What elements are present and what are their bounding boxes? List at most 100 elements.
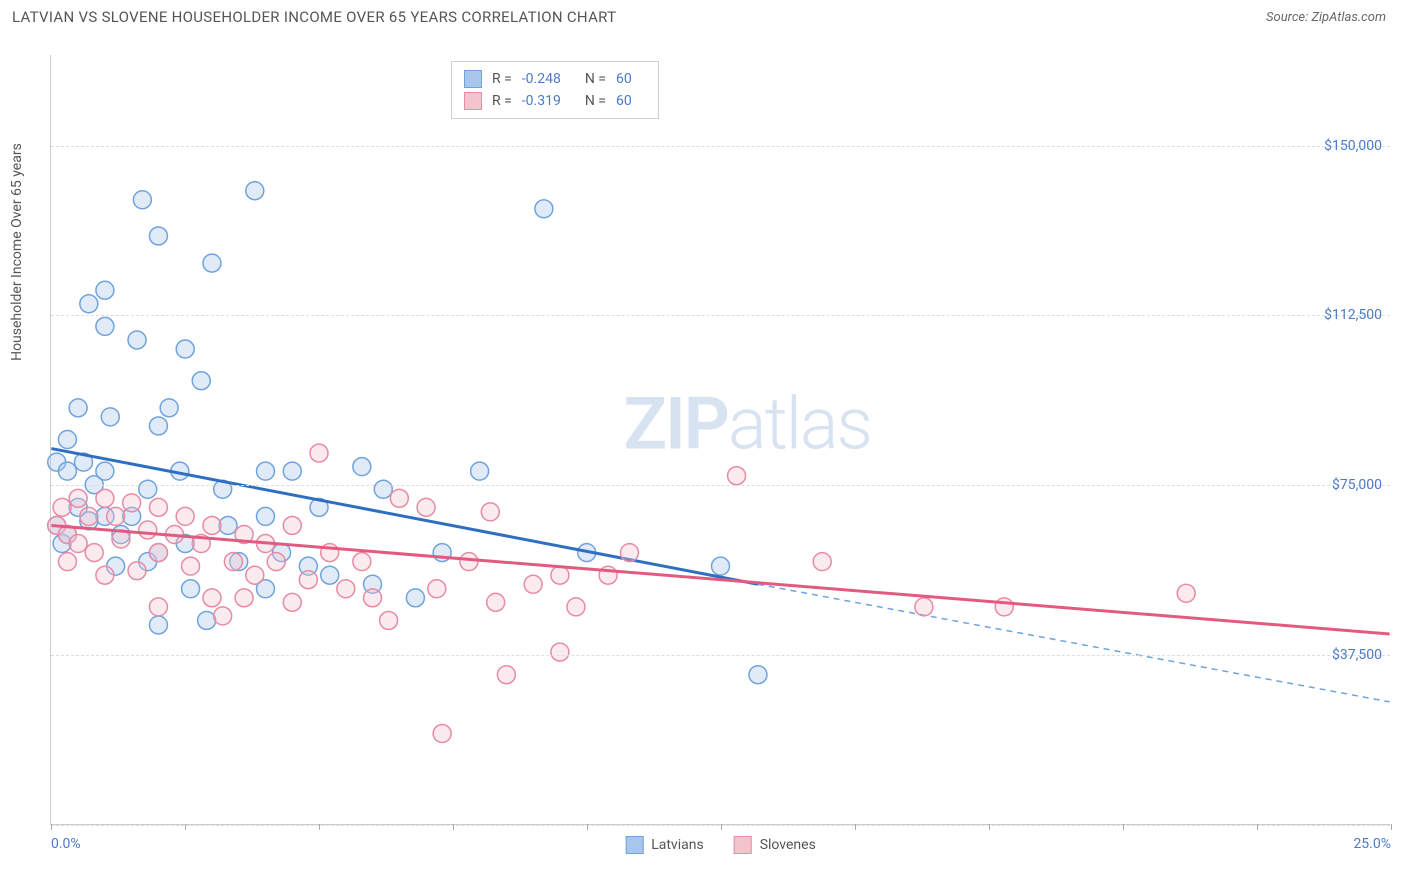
- data-point: [96, 317, 114, 335]
- r-label: R =: [492, 93, 512, 109]
- series-legend: Latvians Slovenes: [625, 836, 816, 854]
- data-point: [235, 589, 253, 607]
- chart-area: Householder Income Over 65 years ZIPatla…: [50, 55, 1390, 825]
- legend-swatch: [464, 92, 482, 110]
- data-point: [107, 507, 125, 525]
- data-point: [96, 566, 114, 584]
- data-point: [128, 331, 146, 349]
- data-point: [535, 200, 553, 218]
- data-point: [567, 598, 585, 616]
- data-point: [69, 399, 87, 417]
- data-point: [417, 498, 435, 516]
- x-tick: [721, 824, 722, 830]
- legend-row: R =-0.319N =60: [464, 90, 646, 112]
- data-point: [203, 254, 221, 272]
- scatter-plot: [51, 55, 1390, 824]
- data-point: [460, 553, 478, 571]
- r-value: -0.248: [522, 71, 561, 87]
- data-point: [133, 191, 151, 209]
- n-label: N =: [585, 71, 606, 87]
- x-tick-label: 25.0%: [1353, 836, 1391, 852]
- data-point: [353, 458, 371, 476]
- data-point: [69, 489, 87, 507]
- data-point: [1177, 584, 1195, 602]
- chart-title: LATVIAN VS SLOVENE HOUSEHOLDER INCOME OV…: [12, 8, 616, 26]
- data-point: [299, 571, 317, 589]
- data-point: [551, 643, 569, 661]
- data-point: [198, 611, 216, 629]
- r-label: R =: [492, 71, 512, 87]
- series-legend-item: Slovenes: [734, 836, 816, 854]
- data-point: [621, 544, 639, 562]
- series-name: Latvians: [651, 837, 704, 853]
- data-point: [182, 557, 200, 575]
- x-tick: [855, 824, 856, 830]
- data-point: [96, 462, 114, 480]
- data-point: [712, 557, 730, 575]
- y-tick-label: $112,500: [1324, 307, 1382, 323]
- data-point: [53, 498, 71, 516]
- data-point: [96, 281, 114, 299]
- data-point: [219, 516, 237, 534]
- data-point: [246, 182, 264, 200]
- data-point: [69, 535, 87, 553]
- x-tick: [319, 824, 320, 830]
- data-point: [433, 725, 451, 743]
- data-point: [390, 489, 408, 507]
- data-point: [337, 580, 355, 598]
- y-tick-label: $150,000: [1324, 138, 1382, 154]
- data-point: [915, 598, 933, 616]
- gridline: [51, 485, 1390, 486]
- data-point: [149, 417, 167, 435]
- data-point: [128, 562, 146, 580]
- x-tick: [1123, 824, 1124, 830]
- gridline: [51, 315, 1390, 316]
- legend-swatch: [625, 836, 643, 854]
- data-point: [551, 566, 569, 584]
- data-point: [58, 553, 76, 571]
- data-point: [353, 553, 371, 571]
- x-tick: [185, 824, 186, 830]
- data-point: [995, 598, 1013, 616]
- data-point: [283, 516, 301, 534]
- data-point: [182, 580, 200, 598]
- data-point: [246, 566, 264, 584]
- data-point: [428, 580, 446, 598]
- series-name: Slovenes: [760, 837, 816, 853]
- data-point: [310, 444, 328, 462]
- gridline: [51, 146, 1390, 147]
- source-name: ZipAtlas.com: [1311, 10, 1386, 25]
- data-point: [149, 544, 167, 562]
- data-point: [203, 589, 221, 607]
- correlation-legend: R =-0.248N =60R =-0.319N =60: [451, 61, 659, 119]
- x-tick: [1391, 824, 1392, 830]
- n-label: N =: [585, 93, 606, 109]
- y-axis-label: Householder Income Over 65 years: [9, 143, 25, 361]
- n-value: 60: [616, 71, 632, 87]
- legend-swatch: [734, 836, 752, 854]
- data-point: [364, 589, 382, 607]
- trendline-extrapolated: [758, 584, 1390, 702]
- y-tick-label: $75,000: [1332, 477, 1382, 493]
- data-point: [497, 666, 515, 684]
- data-point: [149, 227, 167, 245]
- data-point: [96, 489, 114, 507]
- source-label: Source:: [1266, 10, 1308, 25]
- data-point: [80, 507, 98, 525]
- data-point: [123, 494, 141, 512]
- data-point: [471, 462, 489, 480]
- legend-swatch: [464, 70, 482, 88]
- data-point: [487, 593, 505, 611]
- x-tick: [587, 824, 588, 830]
- data-point: [813, 553, 831, 571]
- y-tick-label: $37,500: [1332, 647, 1382, 663]
- x-tick: [989, 824, 990, 830]
- data-point: [728, 467, 746, 485]
- gridline: [51, 655, 1390, 656]
- data-point: [58, 462, 76, 480]
- data-point: [267, 553, 285, 571]
- r-value: -0.319: [522, 93, 561, 109]
- data-point: [149, 598, 167, 616]
- data-point: [283, 462, 301, 480]
- data-point: [101, 408, 119, 426]
